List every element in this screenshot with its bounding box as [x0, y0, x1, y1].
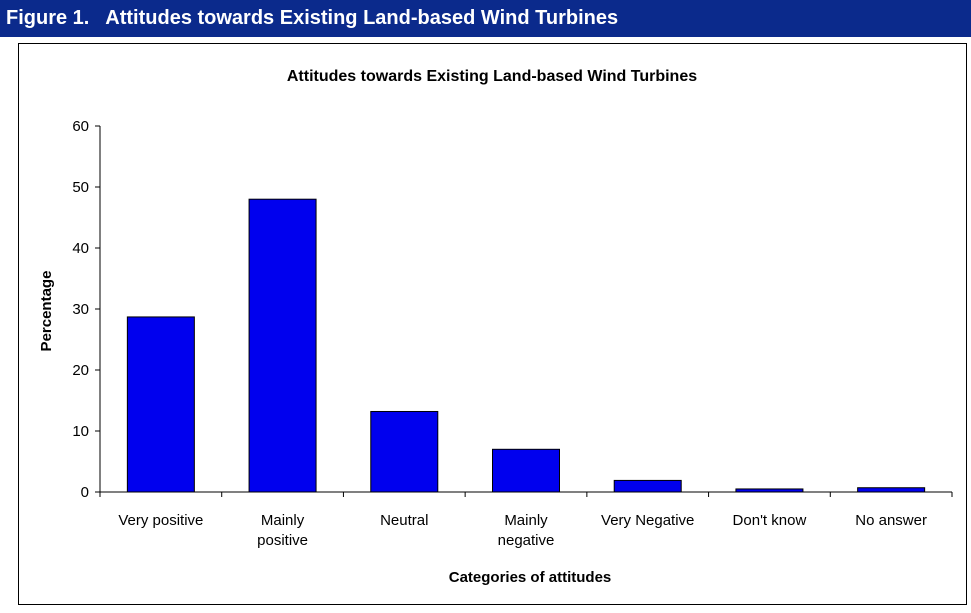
x-tick-label: Mainly — [504, 512, 548, 529]
x-tick-label: No answer — [855, 512, 927, 529]
figure-caption: Figure 1. Attitudes towards Existing Lan… — [0, 0, 971, 37]
y-tick-label: 50 — [72, 179, 89, 196]
x-tick-label: Very Negative — [601, 512, 694, 529]
y-tick-label: 40 — [72, 240, 89, 257]
y-tick-label: 0 — [81, 484, 89, 501]
x-tick-label: negative — [498, 532, 555, 549]
bar — [857, 487, 926, 493]
bar — [370, 410, 439, 493]
y-axis-title: Percentage — [38, 271, 55, 352]
bar — [248, 198, 317, 493]
y-tick-label: 20 — [72, 362, 89, 379]
bar — [126, 316, 195, 493]
y-tick-label: 10 — [72, 423, 89, 440]
y-tick-label: 30 — [72, 301, 89, 318]
x-tick-label: Don't know — [733, 512, 807, 529]
chart-title: Attitudes towards Existing Land-based Wi… — [287, 68, 697, 85]
plot-area: 0 10 20 30 40 50 60 Very positive Mainly positive… — [72, 118, 953, 549]
y-tick-label: 60 — [72, 118, 89, 135]
x-tick-label: Very positive — [118, 512, 203, 529]
bar — [492, 448, 560, 493]
bar — [613, 479, 682, 493]
x-axis-title: Categories of attitudes — [449, 569, 612, 586]
bar — [735, 488, 804, 493]
x-tick-label: Neutral — [380, 512, 428, 529]
x-tick-label: Mainly — [261, 512, 305, 529]
x-tick-label: positive — [257, 532, 308, 549]
